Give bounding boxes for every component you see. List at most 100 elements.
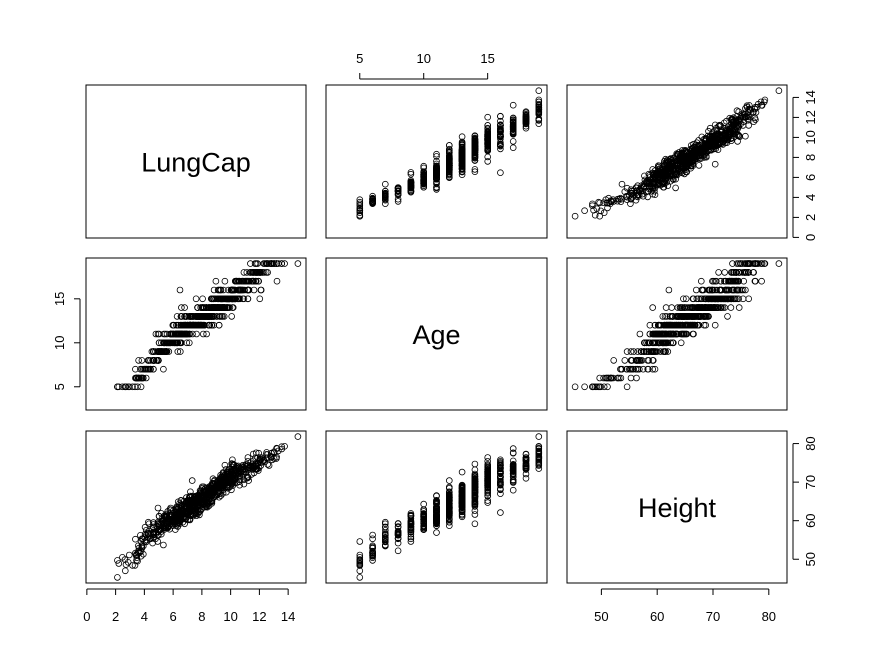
data-point bbox=[155, 348, 163, 355]
data-point bbox=[645, 170, 653, 178]
data-point bbox=[420, 513, 428, 520]
tick-label-lungcap: 6 bbox=[170, 609, 177, 624]
data-point bbox=[645, 348, 653, 355]
data-point bbox=[200, 500, 208, 508]
data-point bbox=[281, 260, 288, 267]
data-point bbox=[678, 330, 686, 338]
data-point bbox=[687, 162, 694, 170]
data-point bbox=[445, 507, 453, 515]
data-point bbox=[522, 474, 530, 482]
data-point bbox=[294, 433, 302, 440]
data-point bbox=[137, 531, 144, 539]
data-point bbox=[674, 304, 682, 311]
tick-label-lungcap: 12 bbox=[252, 609, 266, 624]
data-point bbox=[636, 330, 644, 338]
panel-age-vs-lungcap bbox=[85, 257, 307, 411]
data-point bbox=[179, 511, 187, 519]
data-point bbox=[217, 286, 225, 294]
data-point bbox=[174, 523, 182, 530]
data-point bbox=[160, 541, 167, 549]
data-point bbox=[381, 520, 389, 528]
data-point bbox=[356, 574, 364, 581]
data-point bbox=[722, 295, 730, 303]
data-point bbox=[683, 321, 691, 329]
data-point bbox=[627, 348, 635, 355]
data-point bbox=[484, 130, 492, 138]
data-point bbox=[509, 486, 517, 494]
data-point bbox=[420, 520, 428, 528]
data-point bbox=[218, 295, 225, 303]
data-point bbox=[471, 472, 479, 480]
tick-label-lungcap: 2 bbox=[112, 609, 119, 624]
data-point bbox=[735, 304, 743, 311]
data-point bbox=[740, 269, 748, 276]
data-point bbox=[420, 174, 428, 182]
data-point bbox=[190, 496, 197, 504]
data-point bbox=[135, 374, 142, 382]
data-point bbox=[244, 454, 252, 461]
data-point bbox=[509, 138, 517, 145]
data-point bbox=[250, 450, 257, 458]
data-point bbox=[183, 313, 190, 320]
data-point bbox=[268, 260, 276, 267]
data-point bbox=[241, 286, 249, 294]
data-point bbox=[712, 142, 720, 150]
data-point bbox=[697, 313, 705, 320]
data-point bbox=[634, 182, 641, 190]
data-point bbox=[730, 269, 737, 276]
data-point bbox=[236, 464, 243, 471]
data-point bbox=[163, 348, 171, 355]
data-point bbox=[745, 105, 752, 113]
data-point bbox=[484, 128, 492, 136]
data-point bbox=[497, 169, 504, 177]
data-point bbox=[509, 144, 517, 152]
data-point bbox=[708, 304, 716, 311]
data-point bbox=[630, 348, 637, 355]
data-point bbox=[471, 166, 479, 173]
data-point bbox=[672, 162, 680, 169]
data-point bbox=[169, 339, 177, 347]
data-point bbox=[644, 339, 652, 347]
data-point bbox=[122, 383, 129, 391]
data-point bbox=[179, 330, 187, 338]
data-point bbox=[198, 313, 205, 320]
data-point bbox=[497, 142, 504, 150]
data-point bbox=[173, 339, 181, 347]
data-point bbox=[590, 206, 597, 214]
data-point bbox=[228, 286, 235, 294]
data-point bbox=[724, 313, 731, 320]
data-point bbox=[484, 484, 492, 491]
data-point bbox=[705, 127, 712, 135]
data-point bbox=[235, 295, 243, 303]
data-point bbox=[484, 454, 492, 461]
data-point bbox=[571, 212, 579, 220]
data-point bbox=[497, 486, 504, 494]
data-point bbox=[471, 498, 479, 505]
data-point bbox=[445, 163, 453, 171]
data-point bbox=[692, 286, 700, 294]
data-point bbox=[433, 153, 440, 160]
data-point bbox=[497, 127, 504, 135]
data-point bbox=[394, 520, 402, 528]
data-point bbox=[729, 260, 736, 267]
data-point bbox=[754, 100, 762, 108]
data-point bbox=[200, 330, 207, 338]
data-point bbox=[758, 260, 766, 267]
data-point bbox=[712, 138, 720, 145]
data-point bbox=[638, 357, 646, 364]
data-point bbox=[728, 269, 735, 276]
data-point bbox=[129, 562, 136, 569]
data-point bbox=[210, 295, 218, 303]
data-point bbox=[705, 304, 713, 311]
data-point bbox=[497, 117, 504, 125]
data-point bbox=[522, 113, 530, 121]
data-point bbox=[484, 113, 492, 121]
scatter-age-vs-height bbox=[571, 260, 783, 391]
data-point bbox=[445, 142, 453, 149]
data-point bbox=[199, 295, 206, 303]
data-point bbox=[651, 191, 659, 199]
data-point bbox=[589, 202, 596, 210]
data-point bbox=[721, 304, 728, 311]
data-point bbox=[535, 465, 543, 472]
data-point bbox=[160, 365, 167, 373]
